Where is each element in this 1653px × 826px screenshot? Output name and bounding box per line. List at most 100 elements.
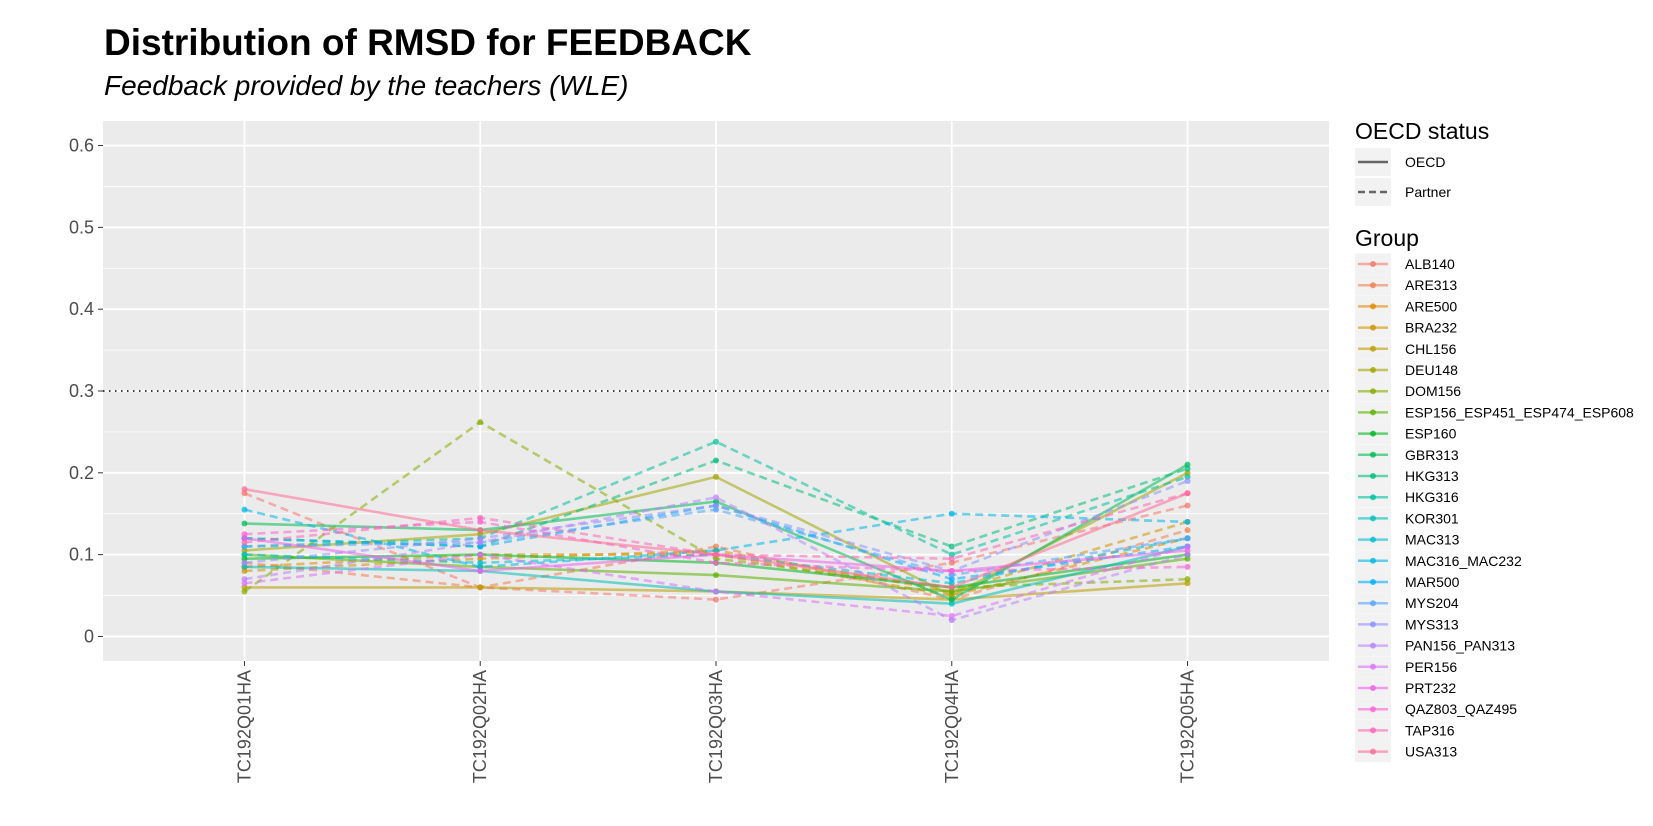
legend-label: CHL156 bbox=[1405, 341, 1457, 357]
legend-key-point bbox=[1370, 600, 1376, 607]
y-tick-label: 0.3 bbox=[69, 381, 94, 401]
data-point bbox=[713, 494, 719, 501]
legend-label: ESP156_ESP451_ESP474_ESP608 bbox=[1405, 404, 1634, 420]
data-point bbox=[1184, 527, 1191, 534]
legend-key-point bbox=[1370, 367, 1376, 373]
series-line bbox=[244, 508, 1188, 569]
chart-subtitle: Feedback provided by the teachers (WLE) bbox=[104, 70, 629, 101]
data-point bbox=[241, 486, 248, 493]
legend-label: HKG316 bbox=[1405, 489, 1459, 505]
legend-key-point bbox=[1370, 303, 1376, 310]
data-point bbox=[241, 588, 248, 595]
legend-label: DEU148 bbox=[1405, 362, 1458, 378]
legend-key-point bbox=[1370, 685, 1376, 691]
data-point bbox=[1184, 547, 1191, 554]
legend-key-point bbox=[1370, 706, 1376, 713]
data-point bbox=[948, 555, 955, 562]
data-point bbox=[1184, 563, 1191, 570]
legend-label: HKG313 bbox=[1405, 468, 1459, 484]
data-point bbox=[713, 588, 719, 595]
data-point bbox=[241, 539, 248, 546]
y-tick-label: 0.4 bbox=[69, 299, 94, 319]
data-point bbox=[713, 457, 719, 464]
data-point bbox=[713, 473, 719, 480]
series-line bbox=[244, 496, 1188, 622]
y-tick-label: 0 bbox=[84, 626, 94, 646]
legend-key-point bbox=[1370, 748, 1376, 755]
legend-label: Partner bbox=[1405, 184, 1451, 200]
legend-label: PER156 bbox=[1405, 659, 1457, 675]
data-point bbox=[713, 572, 719, 579]
legend-label: DOM156 bbox=[1405, 383, 1461, 399]
legend-key-point bbox=[1370, 345, 1376, 352]
series-group bbox=[241, 419, 1191, 624]
legend-title-group: Group bbox=[1355, 225, 1419, 251]
data-point bbox=[713, 559, 719, 566]
data-point bbox=[241, 559, 248, 566]
data-point bbox=[241, 520, 248, 527]
legend-label: KOR301 bbox=[1405, 510, 1459, 526]
data-point bbox=[477, 568, 484, 574]
legend-label: ARE313 bbox=[1405, 277, 1457, 293]
series-line bbox=[244, 440, 1188, 556]
data-point bbox=[477, 419, 484, 426]
data-point bbox=[948, 568, 955, 574]
data-point bbox=[477, 514, 484, 521]
legend-key-point bbox=[1370, 579, 1376, 585]
legend-key-point bbox=[1370, 473, 1376, 479]
data-point bbox=[241, 580, 248, 587]
data-point bbox=[477, 539, 484, 546]
x-tick-label: TC192Q05HA bbox=[1178, 670, 1198, 783]
data-point bbox=[713, 551, 719, 558]
data-point bbox=[241, 506, 248, 513]
legend-key-point bbox=[1370, 388, 1376, 395]
data-point bbox=[1184, 465, 1191, 472]
data-point bbox=[713, 438, 719, 445]
legend-label: PAN156_PAN313 bbox=[1405, 638, 1515, 654]
x-tick-label: TC192Q01HA bbox=[234, 670, 254, 783]
data-point bbox=[477, 527, 484, 534]
legend-label: USA313 bbox=[1405, 744, 1457, 760]
legend-label: TAP316 bbox=[1405, 722, 1455, 738]
legend-key-point bbox=[1370, 536, 1376, 543]
data-point bbox=[948, 584, 955, 591]
data-point bbox=[948, 543, 955, 550]
legend-key-point bbox=[1370, 621, 1376, 628]
legend-key-point bbox=[1370, 557, 1376, 564]
legend-key-point bbox=[1370, 727, 1376, 734]
legend: OECD status OECD Partner Group ALB140 ARE313 A… bbox=[1355, 118, 1634, 763]
data-point bbox=[948, 510, 955, 517]
x-tick-label: TC192Q03HA bbox=[706, 670, 726, 783]
data-point bbox=[1184, 502, 1191, 509]
data-point bbox=[1184, 518, 1191, 525]
legend-key-point bbox=[1370, 494, 1376, 501]
legend-label: MYS313 bbox=[1405, 616, 1459, 632]
legend-key-point bbox=[1370, 430, 1376, 437]
legend-label: ALB140 bbox=[1405, 256, 1455, 272]
data-point bbox=[1184, 576, 1191, 583]
legend-key-point bbox=[1370, 261, 1376, 267]
legend-key-point bbox=[1370, 282, 1376, 289]
legend-key-point bbox=[1370, 324, 1376, 331]
legend-label: OECD bbox=[1405, 154, 1445, 170]
x-tick-label: TC192Q02HA bbox=[470, 670, 490, 783]
series-usa313 bbox=[241, 486, 1191, 591]
legend-label: PRT232 bbox=[1405, 680, 1456, 696]
data-point bbox=[1184, 490, 1191, 497]
x-tick-label: TC192Q04HA bbox=[942, 670, 962, 783]
legend-key-point bbox=[1370, 515, 1376, 522]
y-tick-label: 0.1 bbox=[69, 545, 94, 565]
data-point bbox=[241, 531, 248, 538]
data-point bbox=[948, 600, 955, 607]
data-point bbox=[1184, 478, 1191, 484]
chart-title: Distribution of RMSD for FEEDBACK bbox=[104, 22, 752, 63]
series-line bbox=[244, 545, 1188, 618]
legend-label: ESP160 bbox=[1405, 426, 1457, 442]
legend-key-point bbox=[1370, 642, 1376, 649]
legend-label: BRA232 bbox=[1405, 320, 1457, 336]
legend-key-point bbox=[1370, 663, 1376, 670]
y-tick-label: 0.5 bbox=[69, 217, 94, 237]
legend-label: QAZ803_QAZ495 bbox=[1405, 701, 1517, 717]
y-axis: 0 0.1 0.2 0.3 0.4 0.5 0.6 bbox=[69, 136, 103, 646]
